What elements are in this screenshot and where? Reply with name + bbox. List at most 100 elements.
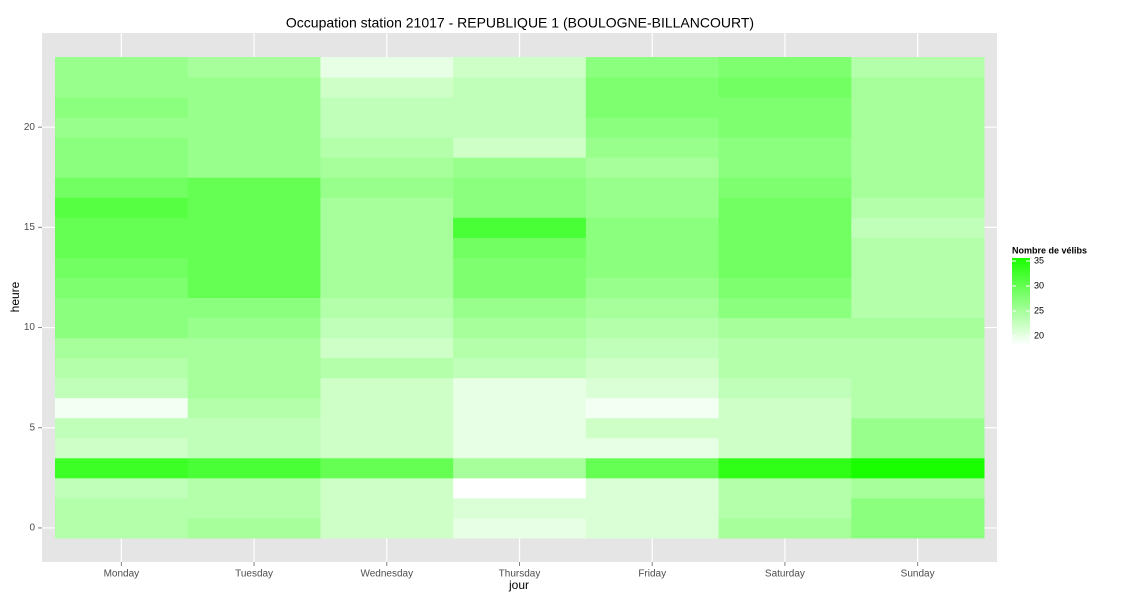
heat-cell [585,437,720,459]
y-tick-label: 0 [29,523,35,534]
heat-cell [320,317,454,339]
heat-cell [851,477,985,499]
heat-cell [718,217,852,238]
x-tick-label: Thursday [499,569,541,580]
heat-cell [851,397,985,419]
heat-cell [718,337,852,359]
heat-cell [718,97,852,118]
heat-cell [585,277,720,298]
heat-cell [320,237,454,258]
heat-cell [187,417,321,439]
heat-cell [851,517,985,539]
heat-cell [851,97,985,118]
colorbar-tick-label: 25 [1034,305,1044,315]
heat-cell [453,277,587,298]
heat-cell [320,417,454,439]
heat-cell [55,237,189,258]
heat-cell [55,77,189,98]
heat-cell [851,57,985,78]
x-tick-label: Friday [638,569,666,580]
heat-cell [187,317,321,339]
heat-cell [187,277,321,298]
heat-cell [187,517,321,539]
heat-cell [55,397,189,419]
heat-cell [851,357,985,379]
heat-cell [320,117,454,138]
y-tick-label: 5 [29,422,35,433]
heat-cell [585,77,720,98]
heat-cell [187,377,321,399]
heat-cell [453,497,587,519]
heat-cell [718,157,852,178]
heat-cell [718,177,852,198]
heat-cell [320,257,454,278]
heat-cell [851,417,985,439]
heat-cell [453,397,587,419]
heat-cell [851,177,985,198]
heat-cell [851,257,985,278]
heat-cell [453,317,587,339]
heat-cell [718,497,852,519]
heat-cell [585,137,720,158]
heat-cell [320,137,454,158]
heat-cell [718,437,852,459]
heat-cell [55,297,189,319]
colorbar-tick-label: 35 [1034,255,1044,265]
heat-cell [187,137,321,158]
heat-cell [851,237,985,258]
heat-cell [585,97,720,118]
heat-cell [851,377,985,399]
heat-cell [55,357,189,379]
heat-cell [453,417,587,439]
heat-cell [718,277,852,298]
heat-cell [718,197,852,218]
heat-cell [585,257,720,278]
heat-cell [718,297,852,319]
heat-cell [585,157,720,178]
heat-cell [187,237,321,258]
heat-cell [55,517,189,539]
heat-cell [187,117,321,138]
x-axis-label: jour [508,578,529,592]
heat-cell [453,57,587,78]
heat-cell [187,97,321,118]
y-tick-label: 15 [24,222,36,233]
heat-cell [320,277,454,298]
heat-cell [55,217,189,238]
heat-cell [187,77,321,98]
heat-cell [320,157,454,178]
heat-cell [187,57,321,78]
heat-cell [453,457,587,479]
heat-cell [187,217,321,238]
y-tick-label: 20 [24,122,36,133]
x-tick-label: Monday [104,569,140,580]
heat-cell [585,217,720,238]
heat-cell [851,77,985,98]
heat-cell [453,137,587,158]
heat-cell [320,57,454,78]
heat-cell [187,297,321,319]
heat-cell [718,357,852,379]
heat-cell [55,177,189,198]
x-tick-label: Tuesday [235,569,273,580]
heat-cell [718,477,852,499]
heat-cell [718,397,852,419]
heat-cell [55,257,189,278]
heat-cell [718,77,852,98]
heat-cell [55,137,189,158]
heat-cell [718,57,852,78]
heat-cell [453,437,587,459]
heat-cell [585,497,720,519]
heat-cell [718,317,852,339]
heat-cell [55,277,189,298]
colorbar-tick-label: 20 [1034,330,1044,340]
heat-cell [851,437,985,459]
heat-cell [453,517,587,539]
heat-cell [718,417,852,439]
heat-cell [851,457,985,479]
heat-cell [585,397,720,419]
heat-cell [585,57,720,78]
heat-cell [453,157,587,178]
colorbar-tick-label: 30 [1034,280,1044,290]
